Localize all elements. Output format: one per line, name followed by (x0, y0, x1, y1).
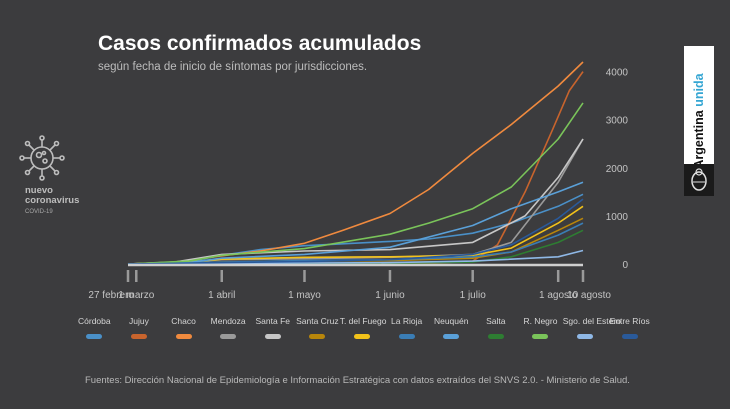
series-line (127, 249, 584, 265)
legend-label: Santa Cruz (296, 316, 339, 326)
series-line (127, 61, 584, 265)
x-tick-label: 1 abril (208, 290, 235, 301)
x-tick-label: 10 agosto (567, 290, 611, 301)
series-line (127, 181, 584, 265)
y-tick-label: 3000 (606, 116, 629, 127)
legend-item: La Rioja (384, 316, 429, 344)
legend-swatch (175, 334, 192, 339)
legend-item: Entre Ríos (607, 316, 652, 344)
series-line (127, 102, 584, 265)
series-line (127, 198, 584, 265)
legend-swatch (443, 334, 460, 339)
legend-swatch (220, 334, 237, 339)
virus-icon (19, 135, 65, 181)
y-axis: 0 1000 2000 3000 4000 (606, 68, 629, 271)
logo-text: nuevo coronavirus COVID-19 (25, 186, 105, 217)
legend-label: Jujuy (128, 316, 149, 326)
legend-swatch (264, 334, 281, 339)
legend-item: R. Negro (518, 316, 563, 344)
seal-icon (691, 168, 707, 191)
logo-line-1: nuevo (25, 185, 53, 196)
x-tick-label: 1 mayo (288, 290, 321, 301)
legend-swatch (532, 334, 549, 339)
legend-item: Sgo. del Estero (562, 316, 621, 344)
legend-swatch (86, 334, 103, 339)
legend-item: Santa Cruz (295, 316, 340, 344)
x-tick-label: 1 agosto (539, 290, 578, 301)
coronavirus-logo (18, 132, 108, 189)
series-lines (127, 61, 584, 265)
legend-swatch (487, 334, 504, 339)
legend: Córdoba Jujuy Chaco Mendoza Santa Fe Santa Cr… (72, 316, 652, 346)
legend-item: Mendoza (206, 316, 251, 344)
legend-label: T. del Fuego (339, 316, 387, 326)
logo-line-2: coronavirus (25, 195, 80, 206)
series-line (127, 71, 584, 265)
legend-swatch (130, 334, 147, 339)
legend-label: Entre Ríos (609, 316, 650, 326)
legend-label: Mendoza (210, 316, 246, 326)
legend-item: Neuquén (429, 316, 474, 344)
series-line (127, 138, 584, 265)
x-tick-label: 1 julio (460, 290, 487, 301)
source-note: Fuentes: Dirección Nacional de Epidemiol… (85, 375, 630, 386)
legend-label: Salta (486, 316, 506, 326)
chart-subtitle: según fecha de inicio de síntomas por ju… (98, 61, 368, 73)
legend-label: Córdoba (78, 316, 111, 326)
series-line (127, 193, 584, 265)
legend-label: La Rioja (391, 316, 423, 326)
x-tick-label: 1 junio (375, 290, 405, 301)
legend-swatch (353, 334, 370, 339)
legend-label: Chaco (171, 316, 196, 326)
legend-label: R. Negro (523, 316, 558, 326)
national-seal-icon (684, 164, 714, 196)
legend-label: Santa Fe (255, 316, 291, 326)
legend-swatch (577, 334, 594, 339)
legend-item: Santa Fe (250, 316, 295, 344)
legend-swatch (398, 334, 415, 339)
legend-label: Sgo. del Estero (562, 316, 621, 326)
legend-item: T. del Fuego (339, 316, 387, 344)
y-tick-label: 4000 (606, 68, 629, 79)
x-tick-label: 27 febrero (88, 290, 134, 301)
y-tick-label: 0 (622, 260, 628, 271)
legend-item: Chaco (161, 316, 206, 344)
series-line (127, 138, 584, 265)
legend-swatch (309, 334, 326, 339)
legend-item: Salta (474, 316, 519, 344)
legend-item: Córdoba (72, 316, 117, 344)
y-tick-label: 1000 (606, 212, 629, 223)
legend-swatch (621, 334, 638, 339)
legend-item: Jujuy (117, 316, 162, 344)
logo-line-3: COVID-19 (25, 209, 53, 215)
chart-title: Casos confirmados acumulados (98, 32, 422, 55)
legend-label: Neuquén (433, 316, 469, 326)
x-tick-label: 1 marzo (118, 290, 155, 301)
y-tick-label: 2000 (606, 164, 629, 175)
